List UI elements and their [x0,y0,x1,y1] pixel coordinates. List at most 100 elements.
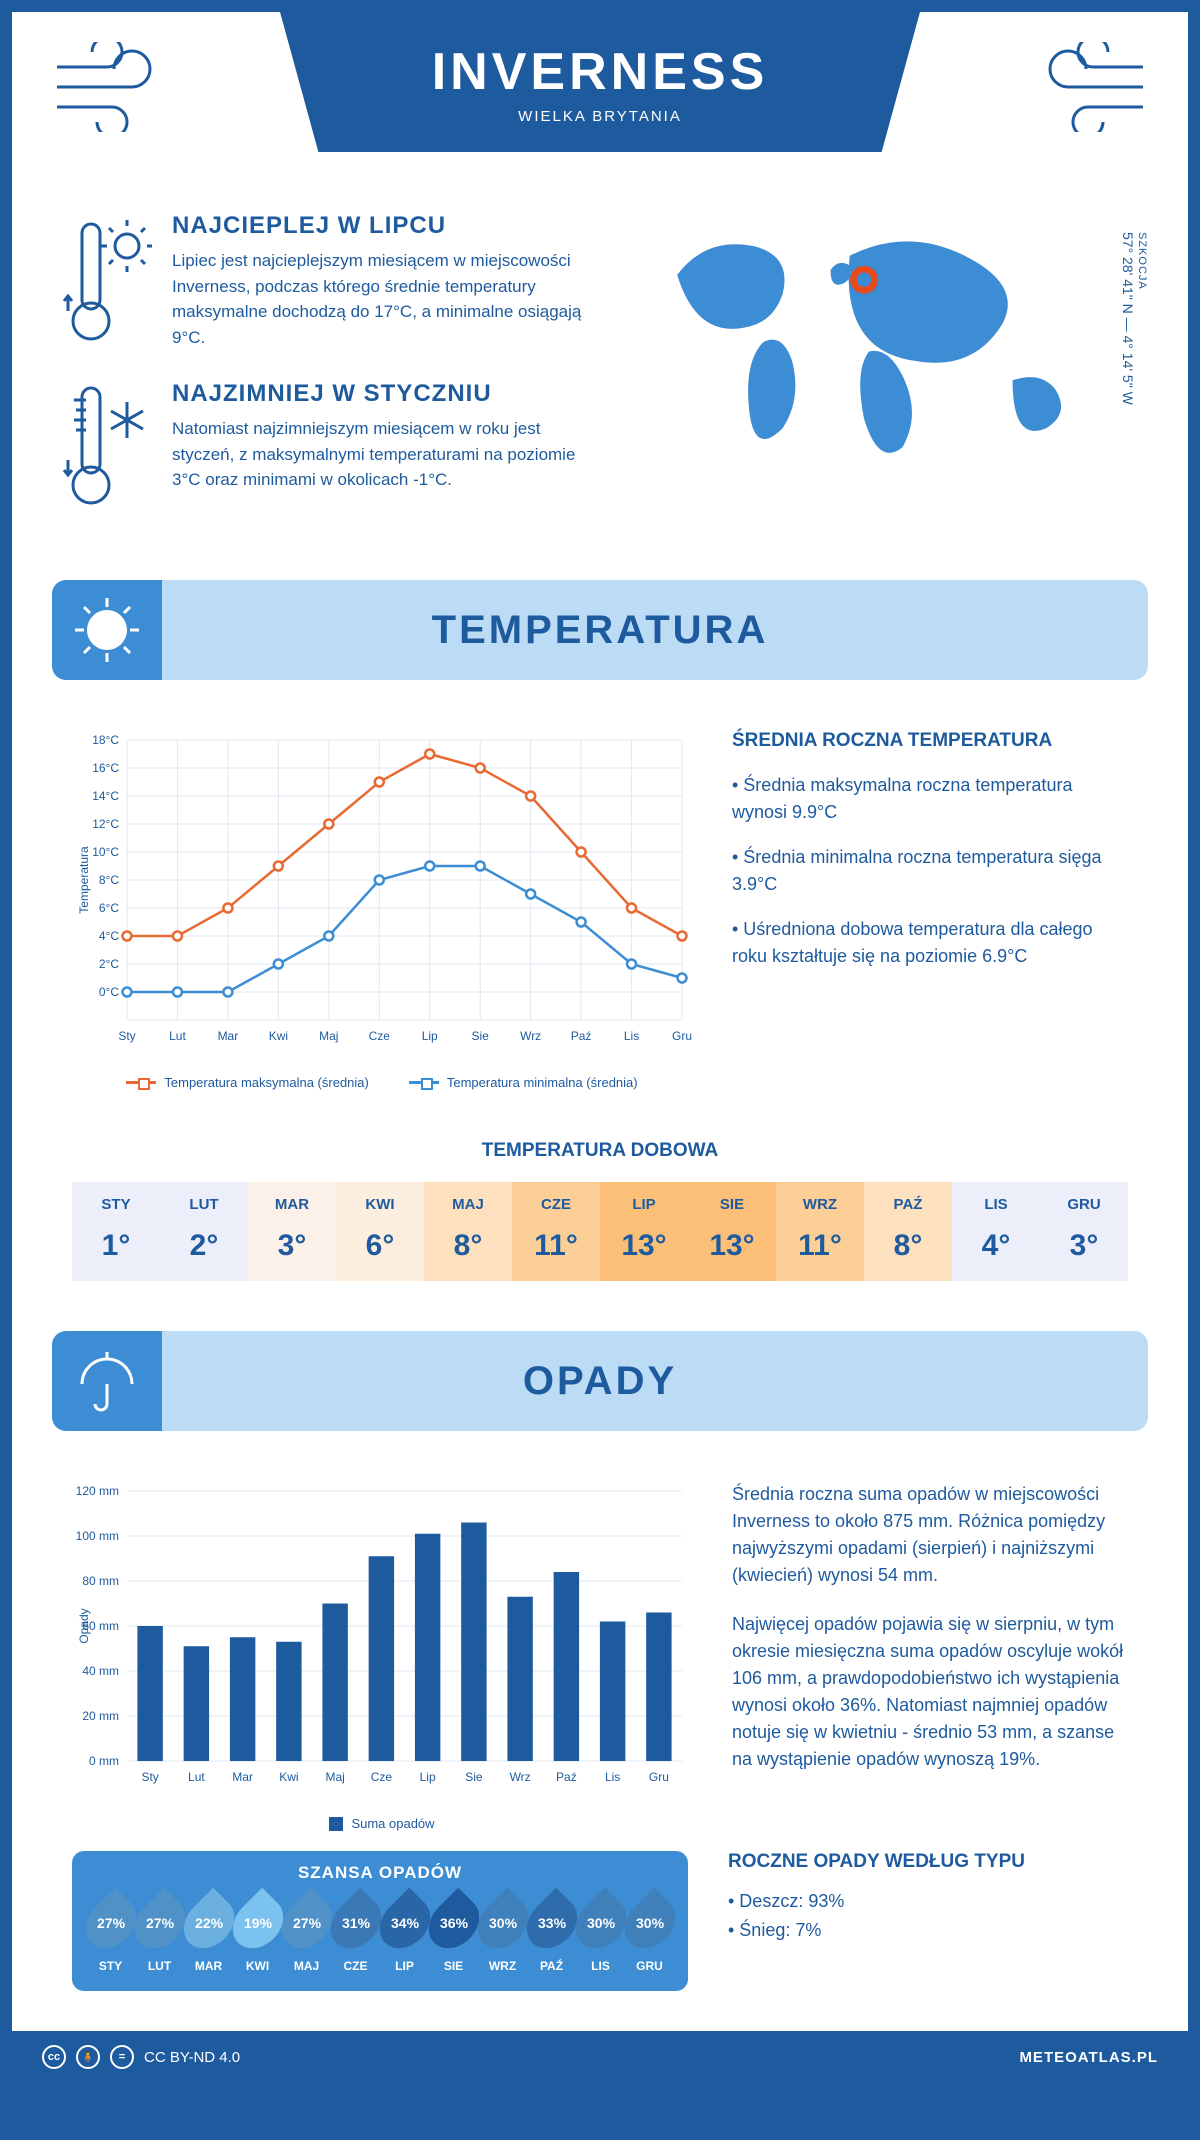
rain-chance-cell: 30%GRU [627,1895,672,1973]
svg-text:4°C: 4°C [99,929,119,943]
svg-text:Mar: Mar [218,1029,239,1043]
svg-text:0°C: 0°C [99,985,119,999]
svg-text:Maj: Maj [325,1770,344,1784]
svg-text:40 mm: 40 mm [82,1664,119,1678]
thermometer-hot-icon [62,212,152,350]
svg-text:Wrz: Wrz [510,1770,531,1784]
svg-text:18°C: 18°C [92,733,119,747]
world-map: SZKOCJA 57° 28' 41" N — 4° 14' 5" W [658,212,1138,540]
daily-temp-cell: WRZ11° [776,1182,864,1281]
warmest-block: NAJCIEPLEJ W LIPCU Lipiec jest najcieple… [62,212,598,350]
temp-info-item: • Uśredniona dobowa temperatura dla całe… [732,916,1132,970]
svg-text:Lis: Lis [624,1029,639,1043]
page-title: INVERNESS [280,42,920,102]
warmest-title: NAJCIEPLEJ W LIPCU [172,212,598,240]
rain-chance-cell: 27%MAJ [284,1895,329,1973]
svg-text:Paź: Paź [556,1770,577,1784]
svg-text:Cze: Cze [371,1770,393,1784]
daily-temp-cell: PAŹ8° [864,1182,952,1281]
svg-text:8°C: 8°C [99,873,119,887]
footer: cc 🧍 = CC BY-ND 4.0 METEOATLAS.PL [12,2031,1188,2083]
svg-text:2°C: 2°C [99,957,119,971]
rain-chance-cell: 31%CZE [333,1895,378,1973]
rain-chance-cell: 30%WRZ [480,1895,525,1973]
svg-text:Maj: Maj [319,1029,338,1043]
cc-icon: cc [42,2045,66,2069]
svg-text:Gru: Gru [672,1029,692,1043]
daily-temp-cell: GRU3° [1040,1182,1128,1281]
coldest-block: NAJZIMNIEJ W STYCZNIU Natomiast najzimni… [62,380,598,510]
svg-text:Temperatura: Temperatura [77,846,91,914]
daily-temp-cell: LUT2° [160,1182,248,1281]
svg-text:Sty: Sty [141,1770,158,1784]
svg-text:Lis: Lis [605,1770,620,1784]
svg-text:12°C: 12°C [92,817,119,831]
precipitation-info: Średnia roczna suma opadów w miejscowośc… [732,1481,1132,1831]
svg-text:Sie: Sie [465,1770,483,1784]
daily-temp-cell: SIE13° [688,1182,776,1281]
precip-type-heading: ROCZNE OPADY WEDŁUG TYPU [728,1851,1128,1873]
svg-text:0 mm: 0 mm [89,1754,119,1768]
precip-type: ROCZNE OPADY WEDŁUG TYPU • Deszcz: 93%• … [728,1851,1128,1991]
site-name: METEOATLAS.PL [1019,2049,1158,2066]
wind-icon [52,42,172,132]
header: INVERNESS WIELKA BRYTANIA [12,12,1188,182]
svg-text:Paź: Paź [571,1029,592,1043]
svg-text:20 mm: 20 mm [82,1709,119,1723]
intro-section: NAJCIEPLEJ W LIPCU Lipiec jest najcieple… [12,182,1188,580]
rain-chance-cell: 27%STY [88,1895,133,1973]
legend-item: Temperatura maksymalna (średnia) [126,1075,368,1090]
section-precipitation: OPADY [52,1331,1148,1431]
rain-chance-cell: 27%LUT [137,1895,182,1973]
svg-text:Gru: Gru [649,1770,669,1784]
thermometer-cold-icon [62,380,152,510]
coldest-title: NAJZIMNIEJ W STYCZNIU [172,380,598,408]
temperature-chart: 0°C2°C4°C6°C8°C10°C12°C14°C16°C18°CStyLu… [72,730,692,1090]
umbrella-icon [72,1346,142,1416]
temperature-heading: TEMPERATURA [162,608,1148,653]
daily-temp-cell: CZE11° [512,1182,600,1281]
rain-chance-panel: SZANSA OPADÓW 27%STY27%LUT22%MAR19%KWI27… [72,1851,688,1991]
daily-temp-cell: STY1° [72,1182,160,1281]
rain-chance-cell: 22%MAR [186,1895,231,1973]
license-text: CC BY-ND 4.0 [144,2049,240,2066]
daily-temperature-table: TEMPERATURA DOBOWA STY1°LUT2°MAR3°KWI6°M… [72,1140,1128,1281]
daily-temp-cell: KWI6° [336,1182,424,1281]
temperature-info: ŚREDNIA ROCZNA TEMPERATURA • Średnia mak… [732,730,1132,1090]
wind-icon [1028,42,1148,132]
svg-text:14°C: 14°C [92,789,119,803]
coldest-body: Natomiast najzimniejszym miesiącem w rok… [172,416,598,493]
warmest-body: Lipiec jest najcieplejszym miesiącem w m… [172,248,598,350]
rain-chance-cell: 36%SIE [431,1895,476,1973]
svg-text:Kwi: Kwi [279,1770,298,1784]
temp-info-item: • Średnia minimalna roczna temperatura s… [732,844,1132,898]
rain-chance-cell: 19%KWI [235,1895,280,1973]
svg-text:Mar: Mar [232,1770,253,1784]
precip-legend: Suma opadów [72,1816,692,1831]
svg-text:Lut: Lut [188,1770,205,1784]
temp-info-heading: ŚREDNIA ROCZNA TEMPERATURA [732,730,1132,752]
coordinates: SZKOCJA 57° 28' 41" N — 4° 14' 5" W [1120,232,1148,405]
svg-text:10°C: 10°C [92,845,119,859]
section-temperature: TEMPERATURA [52,580,1148,680]
daily-temp-heading: TEMPERATURA DOBOWA [72,1140,1128,1162]
svg-text:Lip: Lip [420,1770,436,1784]
svg-text:Cze: Cze [369,1029,391,1043]
rain-chance-cell: 34%LIP [382,1895,427,1973]
sun-icon [72,595,142,665]
daily-temp-cell: MAR3° [248,1182,336,1281]
svg-text:Lip: Lip [422,1029,438,1043]
legend-item: Temperatura minimalna (średnia) [409,1075,638,1090]
daily-temp-cell: LIS4° [952,1182,1040,1281]
svg-text:Wrz: Wrz [520,1029,541,1043]
title-banner: INVERNESS WIELKA BRYTANIA [280,12,920,152]
daily-temp-cell: LIP13° [600,1182,688,1281]
rain-chance-cell: 33%PAŹ [529,1895,574,1973]
svg-text:Sty: Sty [118,1029,135,1043]
precip-type-item: • Śnieg: 7% [728,1916,1128,1945]
svg-text:Lut: Lut [169,1029,186,1043]
svg-text:100 mm: 100 mm [76,1529,119,1543]
svg-text:80 mm: 80 mm [82,1574,119,1588]
svg-text:Kwi: Kwi [269,1029,288,1043]
temp-info-item: • Średnia maksymalna roczna temperatura … [732,772,1132,826]
